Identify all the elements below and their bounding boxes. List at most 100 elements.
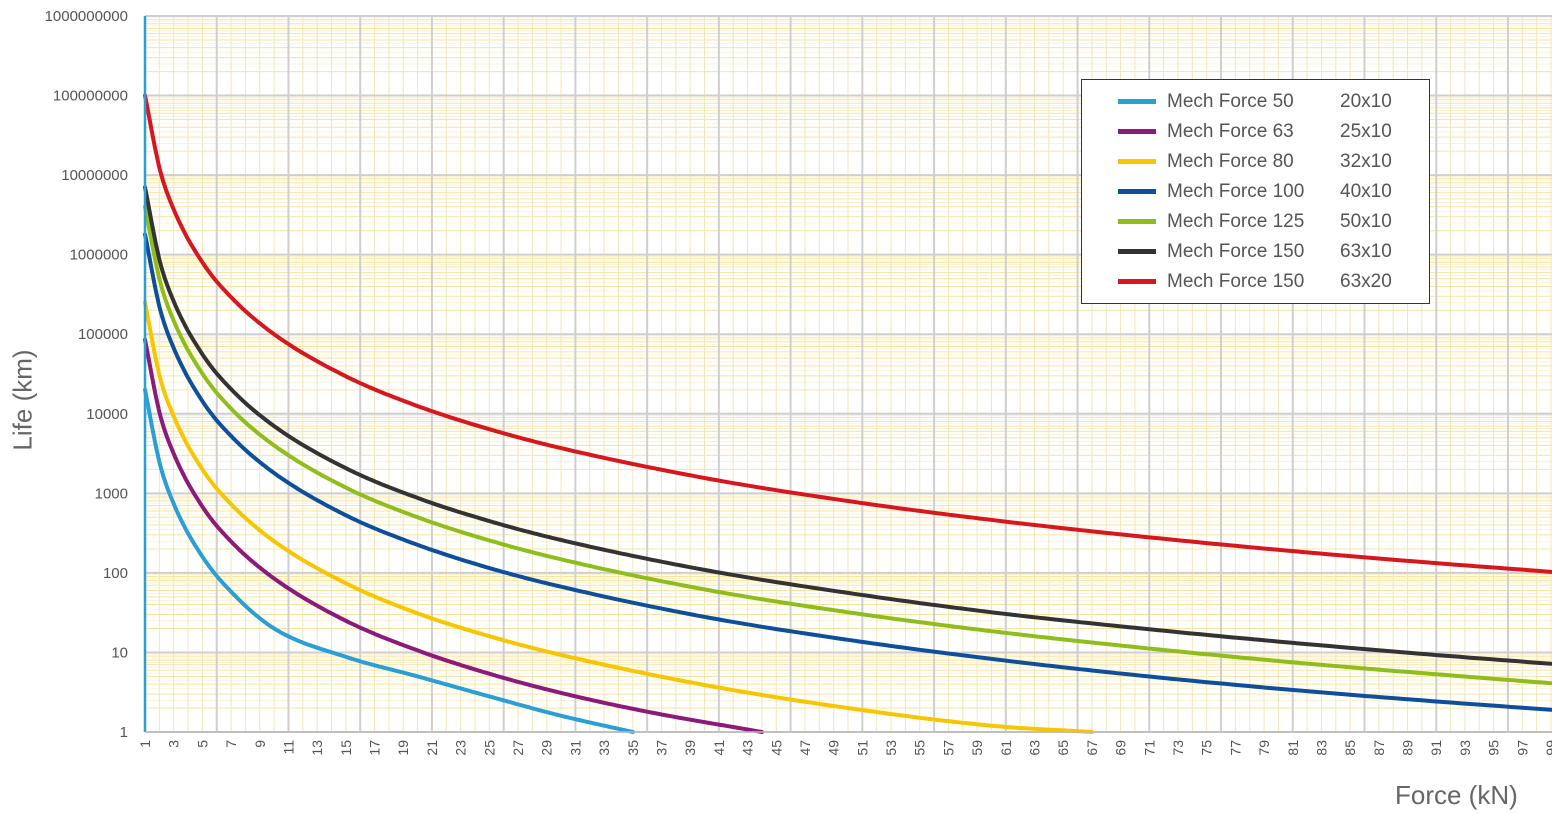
x-tick-label: 49 <box>826 740 842 756</box>
x-tick-label: 27 <box>510 740 526 756</box>
y-tick-label: 100000000 <box>53 88 128 105</box>
x-tick-label: 5 <box>194 740 210 748</box>
x-tick-label: 95 <box>1486 740 1502 756</box>
legend-series-size: 32x10 <box>1340 151 1392 172</box>
x-tick-label: 85 <box>1342 740 1358 756</box>
legend-series-name: Mech Force 125 <box>1167 211 1305 232</box>
legend-swatch <box>1118 249 1156 254</box>
x-tick-label: 79 <box>1256 740 1272 756</box>
x-tick-label: 97 <box>1514 740 1530 756</box>
legend-series-size: 63x20 <box>1340 271 1392 292</box>
series-line-7 <box>143 93 1552 574</box>
series-line-1 <box>143 387 635 734</box>
x-tick-label: 11 <box>280 740 296 755</box>
x-tick-label: 3 <box>166 740 182 748</box>
x-tick-label: 19 <box>395 740 411 756</box>
x-tick-label: 17 <box>367 740 383 756</box>
series-line-2 <box>143 337 764 734</box>
x-tick-label: 69 <box>1113 740 1129 756</box>
legend-series-name: Mech Force 50 <box>1167 91 1294 112</box>
y-tick-label: 1000 <box>95 485 128 502</box>
legend-swatch <box>1118 189 1156 194</box>
x-tick-label: 21 <box>424 740 440 756</box>
legend-swatch <box>1118 99 1156 104</box>
x-tick-labels: 1 3 5 7 9 11 13 15 17 19 21 23 25 27 29 31 33 35 37 39 41 43 4… <box>137 740 1552 756</box>
x-tick-label: 81 <box>1285 740 1301 756</box>
series-line-5 <box>143 204 1552 686</box>
legend-swatch <box>1118 129 1156 134</box>
series-line-6 <box>143 185 1552 666</box>
y-axis-label: Life (km) <box>7 349 38 451</box>
legend-swatch <box>1118 159 1156 164</box>
x-tick-label: 29 <box>539 740 555 756</box>
y-tick-label: 100000 <box>78 326 128 343</box>
legend-series-size: 25x10 <box>1340 121 1392 142</box>
legend-series-size: 50x10 <box>1340 211 1392 232</box>
x-tick-label: 63 <box>1027 740 1043 756</box>
x-tick-label: 47 <box>797 740 813 756</box>
x-tick-label: 87 <box>1371 740 1387 756</box>
x-tick-label: 51 <box>854 740 870 756</box>
legend: Mech Force 50 20x10 Mech Force 63 25x10 Mech… <box>1081 79 1430 304</box>
legend-item: Mech Force 150 63x10 <box>1082 236 1429 266</box>
legend-series-size: 40x10 <box>1340 181 1392 202</box>
legend-series-name: Mech Force 100 <box>1167 181 1305 202</box>
x-tick-label: 39 <box>682 740 698 756</box>
legend-item: Mech Force 80 32x10 <box>1082 146 1429 176</box>
legend-item: Mech Force 63 25x10 <box>1082 116 1429 146</box>
x-tick-label: 23 <box>453 740 469 756</box>
legend-series-name: Mech Force 150 <box>1167 271 1305 292</box>
legend-series-name: Mech Force 80 <box>1167 151 1294 172</box>
x-tick-label: 9 <box>252 740 268 748</box>
x-tick-label: 35 <box>625 740 641 756</box>
x-tick-label: 41 <box>711 740 727 756</box>
x-tick-label: 53 <box>883 740 899 756</box>
x-tick-label: 71 <box>1141 740 1157 756</box>
x-tick-label: 45 <box>768 740 784 756</box>
y-tick-labels: 1 10 100 1000 10000 100000 1000000 10000000 1000… <box>45 8 128 741</box>
x-tick-label: 15 <box>338 740 354 756</box>
y-tick-label: 100 <box>103 565 128 582</box>
y-tick-label: 1 <box>120 724 128 741</box>
legend-item: Mech Force 150 63x20 <box>1082 266 1429 296</box>
y-tick-label: 10 <box>111 644 128 661</box>
legend-series-size: 20x10 <box>1340 91 1392 112</box>
series-line-3 <box>143 300 1094 734</box>
legend-item: Mech Force 100 40x10 <box>1082 176 1429 206</box>
legend-swatch <box>1118 219 1156 224</box>
x-tick-label: 37 <box>653 740 669 756</box>
x-tick-label: 93 <box>1457 740 1473 756</box>
y-tick-label: 10000 <box>86 406 128 423</box>
x-tick-label: 57 <box>940 740 956 756</box>
x-tick-label: 55 <box>912 740 928 756</box>
x-tick-label: 7 <box>223 740 239 748</box>
x-axis-label: Force (kN) <box>1395 780 1518 810</box>
series-line-4 <box>143 232 1552 712</box>
y-tick-label: 1000000 <box>70 247 128 264</box>
legend-item: Mech Force 125 50x10 <box>1082 206 1429 236</box>
x-tick-label: 31 <box>567 740 583 756</box>
x-tick-label: 91 <box>1428 740 1444 756</box>
x-tick-label: 1 <box>137 740 153 748</box>
series-curves <box>143 93 1552 734</box>
x-tick-label: 89 <box>1400 740 1416 756</box>
x-tick-label: 59 <box>969 740 985 756</box>
x-tick-label: 77 <box>1227 740 1243 756</box>
legend-series-size: 63x10 <box>1340 241 1392 262</box>
x-tick-label: 25 <box>481 740 497 756</box>
legend-series-name: Mech Force 150 <box>1167 241 1305 262</box>
legend-series-name: Mech Force 63 <box>1167 121 1294 142</box>
legend-item: Mech Force 50 20x10 <box>1082 86 1429 116</box>
x-tick-label: 43 <box>740 740 756 756</box>
x-tick-label: 33 <box>596 740 612 756</box>
x-tick-label: 61 <box>998 740 1014 756</box>
y-tick-label: 10000000 <box>61 167 128 184</box>
y-tick-label: 1000000000 <box>45 8 128 25</box>
x-tick-label: 67 <box>1084 740 1100 756</box>
x-tick-label: 99 <box>1543 740 1552 756</box>
x-tick-label: 75 <box>1199 740 1215 756</box>
x-tick-label: 65 <box>1055 740 1071 756</box>
x-tick-label: 13 <box>309 740 325 756</box>
x-tick-label: 73 <box>1170 740 1186 756</box>
